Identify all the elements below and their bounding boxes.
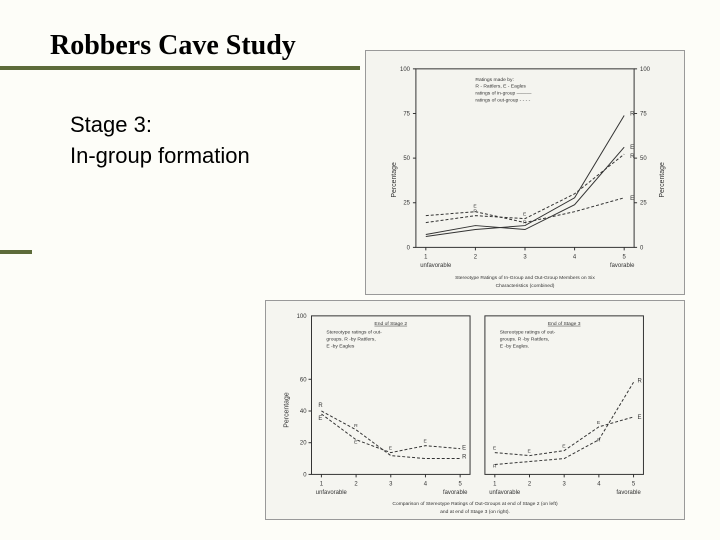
svg-text:3: 3 <box>389 481 393 487</box>
svg-text:1: 1 <box>493 481 497 487</box>
svg-text:R: R <box>493 463 497 469</box>
top-legend-l1: Ratings made by: <box>475 77 513 83</box>
bl-title3: groups. R -by Rattlers, <box>326 337 375 343</box>
svg-text:E: E <box>389 446 393 452</box>
top-caption1: Stereotype Ratings of In-Group and Out-G… <box>455 275 595 281</box>
br-series-e <box>495 417 634 456</box>
svg-text:E: E <box>562 444 566 450</box>
bl-title4: E -by Eagles <box>326 344 355 350</box>
top-ylabel-left: Percentage <box>391 162 398 198</box>
svg-text:E: E <box>638 415 642 421</box>
svg-text:1: 1 <box>320 481 324 487</box>
svg-text:R: R <box>638 378 643 384</box>
svg-text:R: R <box>630 154 635 160</box>
br-title4: E -by Eagles. <box>500 344 529 350</box>
br-title1: End of Stage 3 <box>548 321 581 327</box>
svg-text:40: 40 <box>300 409 307 415</box>
svg-text:75: 75 <box>640 111 647 117</box>
svg-text:E: E <box>523 212 527 218</box>
svg-text:E: E <box>423 439 427 445</box>
svg-text:0: 0 <box>640 245 644 251</box>
svg-text:0: 0 <box>407 245 411 251</box>
top-chart-plot: 0 25 50 75 100 0 25 50 75 100 1 2 3 4 5 … <box>391 67 666 289</box>
svg-text:4: 4 <box>573 254 577 260</box>
top-legend-l2: R - Rattlers, E - Eagles <box>475 84 526 90</box>
svg-text:R: R <box>630 111 635 117</box>
svg-text:R: R <box>462 455 467 461</box>
svg-text:0: 0 <box>303 472 307 478</box>
bl-title2: Stereotype ratings of out- <box>326 330 382 336</box>
svg-text:4: 4 <box>424 481 428 487</box>
svg-text:2: 2 <box>528 481 531 487</box>
top-caption2: Characteristics (combined) <box>496 283 555 289</box>
svg-text:5: 5 <box>458 481 462 487</box>
svg-text:E: E <box>630 196 634 202</box>
svg-text:R: R <box>597 438 601 444</box>
svg-text:2: 2 <box>474 254 477 260</box>
svg-text:75: 75 <box>403 111 410 117</box>
svg-text:E: E <box>528 449 532 455</box>
svg-text:5: 5 <box>632 481 636 487</box>
bl-title1: End of Stage 2 <box>374 321 407 327</box>
svg-text:R: R <box>354 423 358 429</box>
svg-text:60: 60 <box>300 377 307 383</box>
side-accent <box>0 250 32 254</box>
top-chart-svg: 0 25 50 75 100 0 25 50 75 100 1 2 3 4 5 … <box>366 51 684 294</box>
title-underline <box>0 66 360 70</box>
svg-text:5: 5 <box>623 254 627 260</box>
svg-text:50: 50 <box>403 156 410 162</box>
svg-text:25: 25 <box>403 201 410 207</box>
br-title3: groups. R -by Rattlers, <box>500 337 549 343</box>
svg-text:3: 3 <box>563 481 567 487</box>
svg-text:100: 100 <box>400 67 411 73</box>
svg-text:1: 1 <box>424 254 428 260</box>
svg-text:R: R <box>523 220 527 226</box>
top-legend-l4: ratings of out-group - - - - <box>475 98 530 104</box>
svg-text:50: 50 <box>640 156 647 162</box>
top-chart-figure: 0 25 50 75 100 0 25 50 75 100 1 2 3 4 5 … <box>365 50 685 295</box>
bottom-chart-svg: 0 20 40 60 100 Percentage 1 2 3 4 5 unfa… <box>266 301 684 519</box>
top-legend-l3: ratings of in-group ——— <box>475 91 531 97</box>
bl-ylabel: Percentage <box>284 392 291 428</box>
svg-text:2: 2 <box>354 481 357 487</box>
svg-text:20: 20 <box>300 441 307 447</box>
top-x-unfav: unfavorable <box>420 263 452 269</box>
bottom-chart-figure: 0 20 40 60 100 Percentage 1 2 3 4 5 unfa… <box>265 300 685 520</box>
br-x-unfav: unfavorable <box>489 490 521 496</box>
bottom-caption2: and at end of Stage 3 (on right). <box>440 509 510 515</box>
bottom-caption1: Comparison of Stereotype Ratings of Out-… <box>392 501 558 507</box>
svg-text:4: 4 <box>597 481 601 487</box>
svg-text:100: 100 <box>297 314 308 320</box>
slide: Robbers Cave Study Stage 3: In-group for… <box>0 0 720 540</box>
bl-x-fav: favorable <box>443 490 468 496</box>
top-x-fav: favorable <box>610 263 635 269</box>
svg-text:E: E <box>597 420 601 426</box>
svg-text:E: E <box>318 416 322 422</box>
svg-text:25: 25 <box>640 201 647 207</box>
svg-text:E: E <box>462 446 466 452</box>
bl-x-unfav: unfavorable <box>316 490 348 496</box>
svg-text:E: E <box>630 145 634 151</box>
br-title2: Stereotype ratings of out- <box>500 330 556 336</box>
svg-text:E: E <box>493 446 497 452</box>
top-ylabel-right: Percentage <box>659 162 666 198</box>
svg-text:3: 3 <box>523 254 527 260</box>
svg-text:R: R <box>318 403 323 409</box>
br-x-fav: favorable <box>616 490 641 496</box>
svg-text:100: 100 <box>640 67 651 73</box>
